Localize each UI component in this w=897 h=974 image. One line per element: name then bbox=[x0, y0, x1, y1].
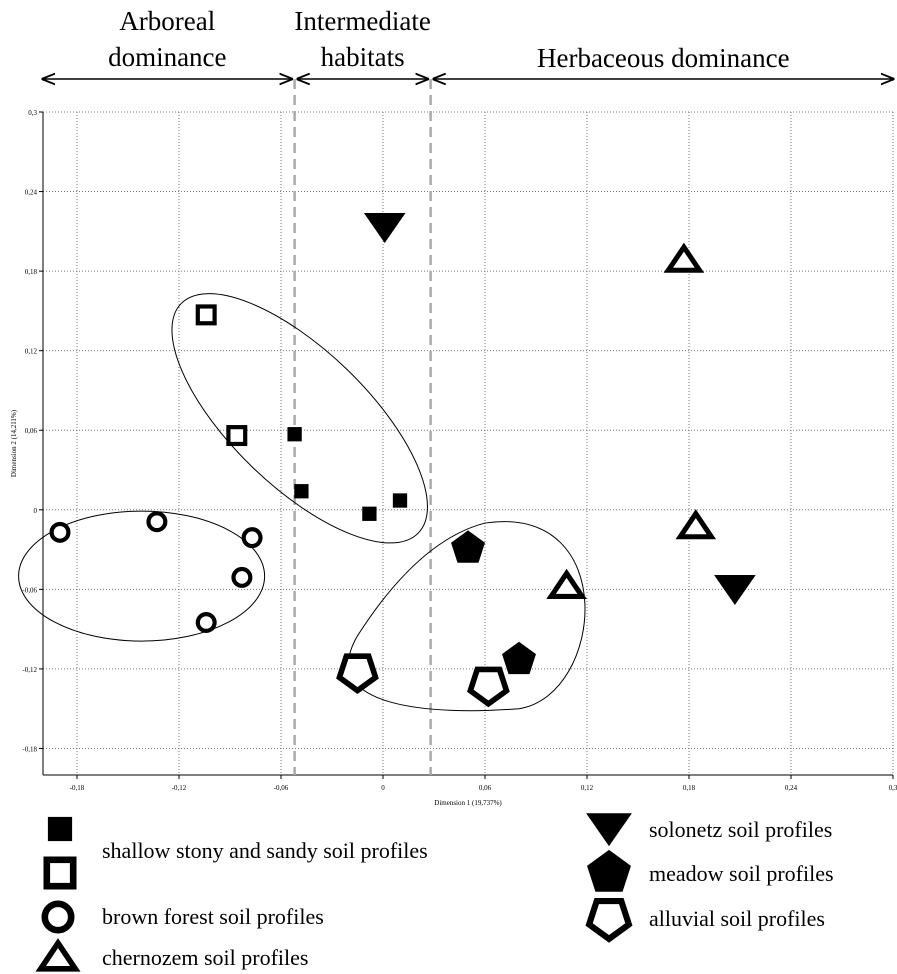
legend-label: chernozem soil profiles bbox=[102, 945, 309, 970]
point-circle-open bbox=[195, 612, 217, 634]
x-tick-label: -0,12 bbox=[172, 784, 187, 792]
point-triangle-open bbox=[546, 568, 587, 599]
point-square-filled bbox=[287, 427, 302, 442]
legend-marker-pentagon-filled bbox=[587, 849, 631, 892]
legend-label: meadow soil profiles bbox=[649, 861, 834, 886]
point-pentagon-filled bbox=[502, 641, 536, 675]
x-tick-label: -0,06 bbox=[274, 784, 289, 792]
enclosure-shallow-stony bbox=[171, 293, 428, 544]
y-tick-label: 0 bbox=[34, 507, 38, 515]
region-label: Herbaceous dominance bbox=[537, 43, 790, 73]
region-label: habitats bbox=[321, 42, 405, 72]
group-enclosures bbox=[18, 293, 586, 712]
axes: -0,18 -0,12 -0,06 0 0,06 0,12 0,18 0,24 0,3 -0,18… bbox=[22, 109, 897, 792]
legend-marker-circle-open bbox=[41, 900, 75, 934]
y-axis-label: Dimension 2 (14,211%) bbox=[10, 409, 18, 477]
point-pentagon-filled bbox=[451, 530, 485, 563]
point-square-filled bbox=[362, 506, 377, 521]
x-tick-label: -0,18 bbox=[70, 784, 85, 792]
point-square-open bbox=[226, 425, 248, 447]
point-square-open bbox=[195, 304, 217, 326]
x-tick-label: 0,06 bbox=[479, 784, 492, 792]
point-triangle-open bbox=[675, 509, 717, 540]
legend-marker-square-filled bbox=[47, 816, 73, 842]
enclosure-brown-forest bbox=[18, 510, 266, 642]
x-tick-label: 0 bbox=[381, 784, 385, 792]
y-tick-label: -0,06 bbox=[22, 586, 37, 594]
legend-label: alluvial soil profiles bbox=[649, 906, 825, 931]
y-tick-label: 0,3 bbox=[28, 109, 37, 117]
grid-lines bbox=[43, 111, 894, 775]
y-tick-label: 0,24 bbox=[25, 189, 38, 197]
legend-marker-square-open bbox=[43, 856, 77, 890]
region-label: Arboreal bbox=[119, 6, 215, 36]
y-tick-label: -0,12 bbox=[22, 666, 37, 674]
y-tick-label: -0,18 bbox=[22, 745, 37, 753]
y-tick-label: 0,06 bbox=[25, 427, 38, 435]
x-tick-label: 0,12 bbox=[581, 784, 594, 792]
point-square-filled bbox=[392, 493, 408, 508]
legend: shallow stony and sandy soil profiles bro… bbox=[35, 813, 834, 972]
point-circle-open bbox=[49, 521, 71, 543]
point-pentagon-open bbox=[467, 666, 510, 708]
y-tick-label: 0,12 bbox=[25, 348, 38, 356]
legend-marker-triangle-open bbox=[35, 938, 81, 972]
data-points bbox=[49, 213, 756, 708]
point-circle-open bbox=[241, 527, 263, 549]
x-tick-label: 0,18 bbox=[683, 784, 696, 792]
point-triangle-down-filled bbox=[714, 575, 756, 605]
legend-marker-pentagon-open bbox=[585, 898, 633, 943]
enclosure-meadow-alluvial bbox=[348, 521, 586, 712]
x-axis-label: Dimension 1 (19,737%) bbox=[434, 799, 502, 807]
legend-marker-triangle-down-filled bbox=[586, 813, 632, 847]
x-tick-label: 0,24 bbox=[785, 784, 798, 792]
point-triangle-down-filled bbox=[363, 213, 406, 243]
x-tick-label: 0,3 bbox=[889, 784, 897, 792]
region-label: Intermediate bbox=[294, 6, 430, 36]
point-triangle-open bbox=[663, 242, 705, 273]
point-circle-open bbox=[231, 566, 253, 588]
habitat-regions: Arboreal dominance Intermediate habitats Her… bbox=[43, 6, 893, 775]
y-tick-label: 0,18 bbox=[25, 268, 38, 276]
legend-label: brown forest soil profiles bbox=[102, 904, 324, 929]
point-circle-open bbox=[146, 511, 168, 533]
legend-label: solonetz soil profiles bbox=[649, 817, 832, 842]
legend-label: shallow stony and sandy soil profiles bbox=[102, 838, 428, 863]
point-square-filled bbox=[294, 484, 309, 499]
point-pentagon-open bbox=[336, 653, 379, 695]
region-label: dominance bbox=[108, 42, 226, 72]
